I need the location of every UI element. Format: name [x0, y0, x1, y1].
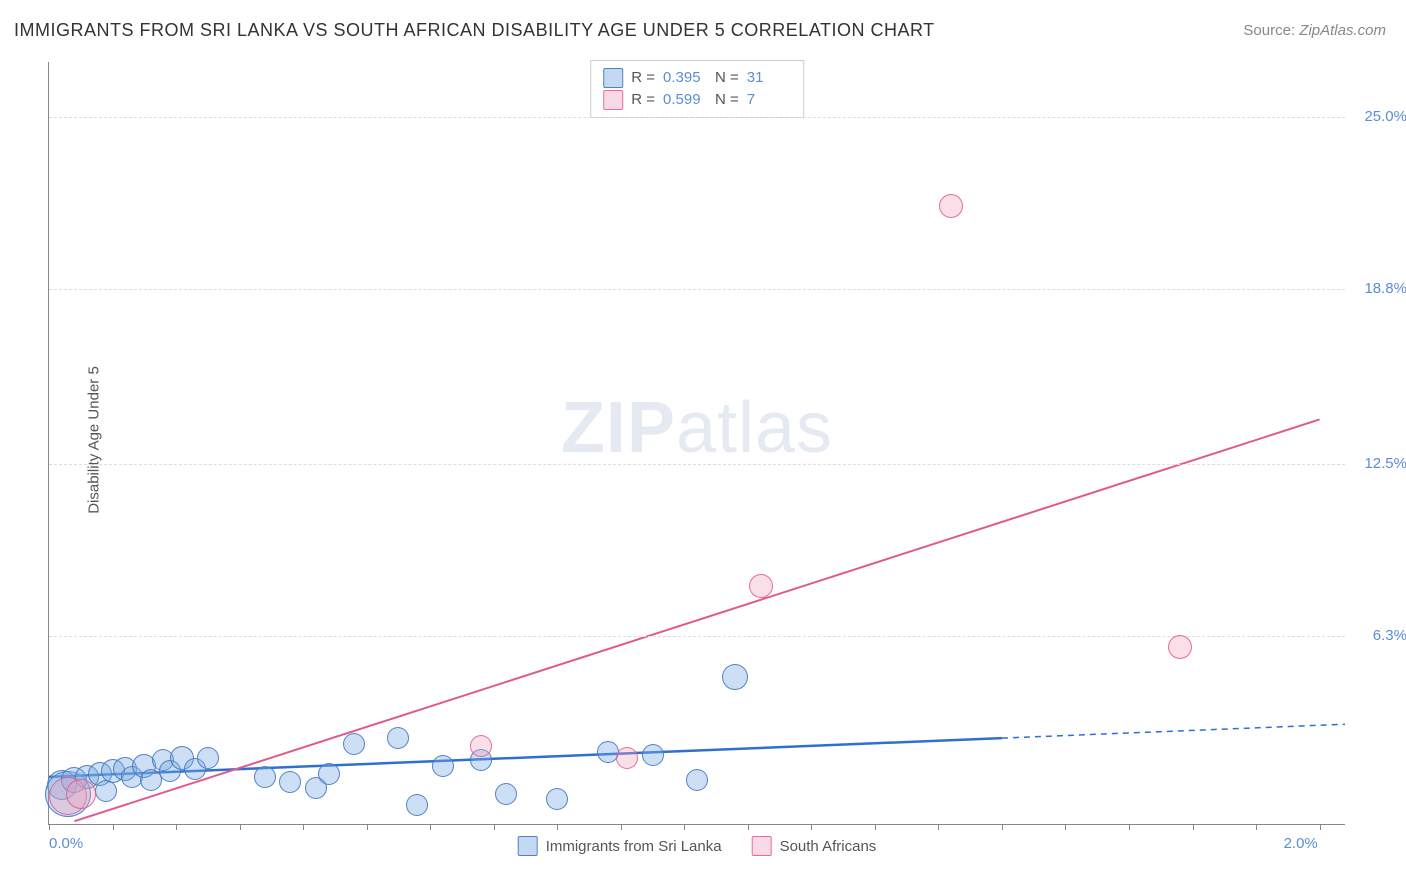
x-tick — [748, 824, 749, 830]
data-point-blue — [686, 769, 708, 791]
data-point-blue — [432, 755, 454, 777]
data-point-blue — [387, 727, 409, 749]
x-tick — [938, 824, 939, 830]
n-label: N = — [715, 67, 739, 89]
scatter-plot-area: ZIPatlas R = 0.395 N = 31 R = 0.599 N = … — [48, 62, 1345, 825]
stats-row-pink: R = 0.599 N = 7 — [603, 89, 791, 111]
x-tick — [49, 824, 50, 830]
gridline — [49, 289, 1345, 290]
stats-row-blue: R = 0.395 N = 31 — [603, 67, 791, 89]
y-tick-label: 6.3% — [1351, 627, 1406, 644]
x-tick — [1320, 824, 1321, 830]
x-tick — [494, 824, 495, 830]
trend-line-ext-blue — [1002, 724, 1345, 738]
x-tick — [176, 824, 177, 830]
legend-item-pink: South Africans — [752, 836, 877, 856]
x-tick — [1002, 824, 1003, 830]
series-legend: Immigrants from Sri Lanka South Africans — [518, 836, 877, 856]
correlation-stats-box: R = 0.395 N = 31 R = 0.599 N = 7 — [590, 60, 804, 118]
x-tick — [1193, 824, 1194, 830]
x-tick — [1065, 824, 1066, 830]
trend-lines-layer — [49, 62, 1345, 824]
x-tick — [113, 824, 114, 830]
r-value-pink: 0.599 — [663, 89, 707, 111]
data-point-blue — [546, 788, 568, 810]
data-point-blue — [254, 766, 276, 788]
swatch-pink-icon — [752, 836, 772, 856]
source-attribution: Source: ZipAtlas.com — [1243, 22, 1386, 39]
swatch-blue-icon — [518, 836, 538, 856]
x-tick — [811, 824, 812, 830]
x-tick-label: 0.0% — [49, 835, 83, 852]
x-tick — [1129, 824, 1130, 830]
y-tick-label: 18.8% — [1351, 280, 1406, 297]
data-point-pink — [1168, 635, 1192, 659]
swatch-pink-icon — [603, 90, 623, 110]
data-point-blue — [197, 747, 219, 769]
data-point-blue — [406, 794, 428, 816]
data-point-pink — [66, 779, 96, 809]
data-point-pink — [749, 574, 773, 598]
gridline — [49, 464, 1345, 465]
r-label: R = — [631, 89, 655, 111]
data-point-pink — [616, 747, 638, 769]
chart-title: IMMIGRANTS FROM SRI LANKA VS SOUTH AFRIC… — [14, 20, 935, 41]
legend-label-pink: South Africans — [780, 838, 877, 855]
swatch-blue-icon — [603, 68, 623, 88]
x-tick — [240, 824, 241, 830]
legend-label-blue: Immigrants from Sri Lanka — [546, 838, 722, 855]
data-point-blue — [318, 763, 340, 785]
x-tick — [684, 824, 685, 830]
x-tick — [367, 824, 368, 830]
x-tick — [621, 824, 622, 830]
x-tick — [1256, 824, 1257, 830]
source-prefix: Source: — [1243, 22, 1299, 39]
x-tick — [875, 824, 876, 830]
x-tick-label: 2.0% — [1284, 835, 1318, 852]
data-point-blue — [495, 783, 517, 805]
data-point-pink — [470, 735, 492, 757]
y-tick-label: 25.0% — [1351, 108, 1406, 125]
data-point-blue — [279, 771, 301, 793]
n-value-pink: 7 — [747, 89, 791, 111]
data-point-pink — [939, 194, 963, 218]
data-point-blue — [642, 744, 664, 766]
x-tick — [557, 824, 558, 830]
gridline — [49, 636, 1345, 637]
x-tick — [303, 824, 304, 830]
x-tick — [430, 824, 431, 830]
legend-item-blue: Immigrants from Sri Lanka — [518, 836, 722, 856]
data-point-blue — [343, 733, 365, 755]
n-label: N = — [715, 89, 739, 111]
y-tick-label: 12.5% — [1351, 455, 1406, 472]
n-value-blue: 31 — [747, 67, 791, 89]
gridline — [49, 117, 1345, 118]
r-label: R = — [631, 67, 655, 89]
source-name: ZipAtlas.com — [1299, 22, 1386, 39]
data-point-blue — [722, 664, 748, 690]
trend-line-pink — [74, 419, 1319, 821]
r-value-blue: 0.395 — [663, 67, 707, 89]
